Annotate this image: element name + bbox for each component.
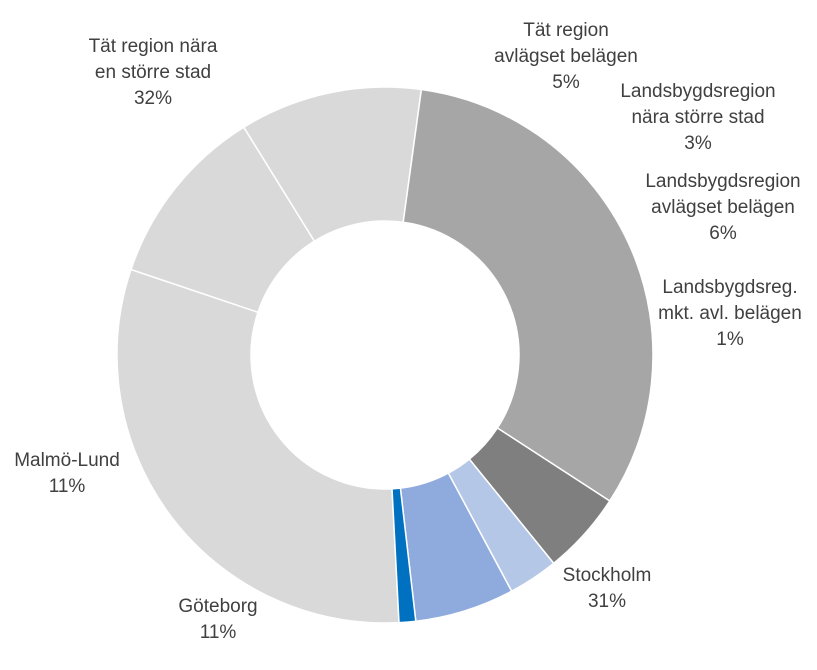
slice-value-label: 11% (49, 476, 86, 497)
slice-value-label: 5% (552, 72, 580, 93)
slice-name-label: Tät region (523, 20, 609, 41)
slice-name-label: avlägset belägen (494, 46, 638, 67)
slice-name-label: avlägset belägen (651, 197, 795, 218)
slice-stockholm (116, 268, 400, 624)
slice-value-label: 1% (716, 329, 744, 350)
data-label-5: Landsbygdsregion nära större stad 3% (620, 81, 775, 154)
slice-name-label: Göteborg (178, 596, 257, 617)
slice-name-label: Landsbygdsregion (645, 171, 800, 192)
slice-value-label: 32% (134, 88, 172, 109)
slice-name-label: nära större stad (631, 107, 764, 128)
data-label-2: Malmö-Lund 11% (14, 450, 120, 497)
slice-name-label: Landsbygdsreg. (662, 277, 797, 298)
slices-layer (116, 86, 654, 624)
slice-name-label: en större stad (95, 62, 211, 83)
slice-value-label: 3% (684, 133, 712, 154)
slice-name-label: Stockholm (563, 565, 652, 586)
slice-name-label: Tät region nära (89, 36, 218, 57)
data-label-7: Landsbygdsreg. mkt. avl. belägen 1% (658, 277, 802, 350)
slice-value-label: 31% (588, 591, 626, 612)
slice-tät-region-nära-en-större-stad (402, 88, 654, 503)
data-label-0: Stockholm 31% (563, 565, 652, 612)
slice-landsbygdsreg-mkt-avl-belägen (391, 487, 417, 624)
slice-value-label: 6% (709, 223, 737, 244)
slice-name-label: Malmö-Lund (14, 450, 120, 471)
data-label-1: Göteborg 11% (178, 596, 257, 643)
data-label-6: Landsbygdsregion avlägset belägen 6% (645, 171, 800, 244)
labels-layer: Stockholm 31% Göteborg 11% Malmö-Lund 11% Tät … (14, 20, 802, 643)
slice-name-label: Landsbygdsregion (620, 81, 775, 102)
data-label-3: Tät region nära en större stad 32% (89, 36, 218, 109)
slice-name-label: mkt. avl. belägen (658, 303, 802, 324)
data-label-4: Tät region avlägset belägen 5% (494, 20, 638, 93)
slice-value-label: 11% (200, 622, 237, 643)
